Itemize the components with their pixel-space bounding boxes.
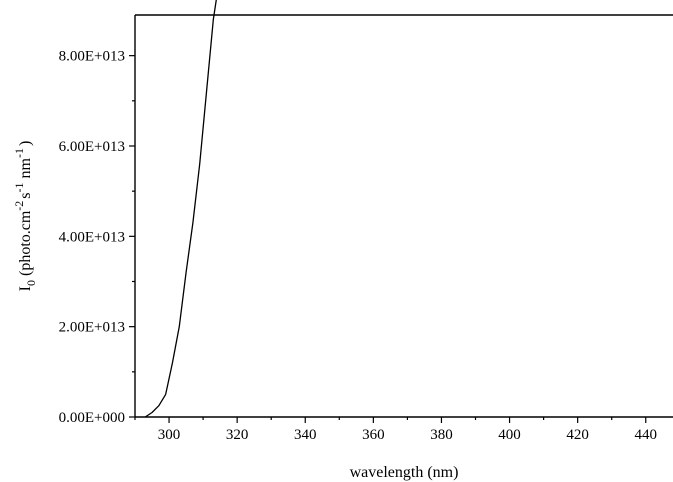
x-tick-label: 380 (430, 427, 453, 443)
y-axis-title-prefix: I (17, 286, 34, 291)
series-group (144, 0, 217, 418)
y-axis-title-sup3: -1 (12, 148, 26, 158)
x-tick-label: 320 (226, 427, 249, 443)
x-tick-label: 340 (294, 427, 317, 443)
x-tick-label: 420 (566, 427, 589, 443)
x-tick-label: 360 (362, 427, 385, 443)
y-axis-ticks: 0.00E+000 2.00E+013 4.00E+013 6.00E+013 8.00… (59, 49, 135, 426)
y-axis-title-sub0: 0 (24, 280, 38, 286)
y-tick-label: 4.00E+013 (59, 229, 125, 245)
plot-frame (134, 14, 673, 418)
y-tick-label: 0.00E+000 (59, 410, 125, 426)
y-axis-title-unit: nm (17, 157, 34, 178)
x-tick-label: 300 (158, 427, 181, 443)
y-tick-label: 6.00E+013 (59, 139, 125, 155)
y-tick-label: 2.00E+013 (59, 320, 125, 336)
y-tick-label: 8.00E+013 (59, 49, 125, 65)
y-axis-title: I0(photo.cm-2s-1nm-1) (12, 141, 38, 292)
x-tick-label: 400 (498, 427, 521, 443)
y-axis-title-close: ) (17, 141, 34, 146)
y-axis-title-group: I0(photo.cm-2s-1nm-1) (12, 141, 38, 292)
x-tick-label: 440 (635, 427, 658, 443)
series-line-0 (144, 0, 217, 418)
x-axis-ticks: 300 320 340 360 380 400 420 440 (134, 417, 658, 443)
y-axis-title-sup1: -2 (12, 201, 26, 211)
y-axis-title-main: (photo.cm (17, 210, 34, 276)
x-axis-title: wavelength (nm) (350, 464, 459, 481)
y-axis-title-sup2: -1 (12, 182, 26, 192)
y-axis-title-mid: s (17, 192, 34, 198)
